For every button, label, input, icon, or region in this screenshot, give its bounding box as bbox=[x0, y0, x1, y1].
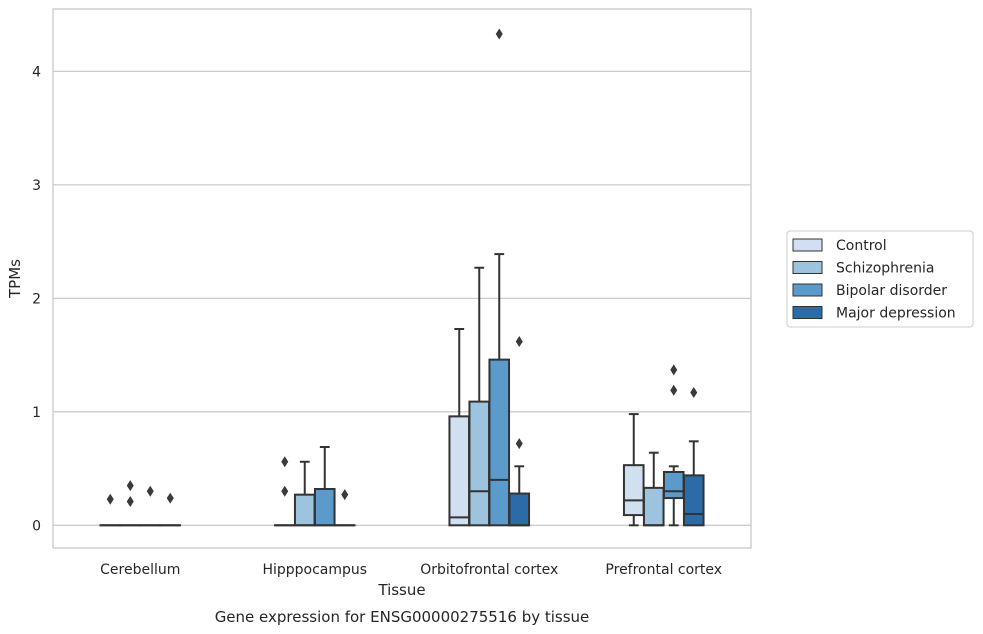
outlier-point bbox=[670, 384, 678, 396]
box-bipolar-disorder bbox=[313, 446, 336, 527]
outlier-point bbox=[166, 492, 174, 504]
outlier-point bbox=[515, 438, 523, 450]
plot-frame bbox=[52, 8, 752, 549]
box-bipolar-disorder bbox=[488, 28, 511, 527]
outlier-point bbox=[126, 480, 134, 492]
x-tick-label: Prefrontal cortex bbox=[605, 562, 722, 578]
y-axis-ticks: 0 1 2 3 4 bbox=[32, 64, 41, 534]
x-tick-label: Cerebellum bbox=[100, 562, 180, 578]
box-schizophrenia bbox=[468, 266, 491, 527]
y-tick-label: 4 bbox=[32, 64, 41, 80]
legend-label: Control bbox=[836, 238, 887, 254]
box-major-depression bbox=[159, 492, 182, 527]
outlier-point bbox=[670, 364, 678, 376]
legend: Control Schizophrenia Bipolar disorder Majo… bbox=[786, 230, 974, 328]
box-body bbox=[468, 400, 491, 527]
x-axis-label: Tissue bbox=[377, 581, 425, 599]
box-major-depression bbox=[508, 335, 531, 527]
legend-swatch bbox=[792, 261, 823, 274]
outlier-point bbox=[281, 456, 289, 468]
legend-label: Major depression bbox=[836, 306, 956, 322]
legend-swatch bbox=[792, 238, 823, 252]
outlier-point bbox=[495, 28, 503, 40]
box-body bbox=[662, 470, 685, 500]
box-body bbox=[642, 486, 665, 527]
box-schizophrenia bbox=[293, 460, 316, 527]
box-body bbox=[622, 464, 645, 517]
outlier-point bbox=[126, 495, 134, 507]
box-bipolar-disorder bbox=[662, 364, 685, 527]
outlier-point bbox=[341, 489, 349, 501]
y-axis-label: TPMs bbox=[6, 259, 24, 299]
box-control bbox=[99, 493, 122, 527]
box-body bbox=[293, 493, 316, 527]
legend-swatch bbox=[792, 283, 823, 297]
box-schizophrenia bbox=[119, 480, 142, 527]
box-control bbox=[448, 327, 471, 527]
outlier-point bbox=[146, 485, 154, 497]
box-body bbox=[488, 358, 511, 527]
y-tick-label: 0 bbox=[32, 518, 41, 534]
outlier-point bbox=[515, 335, 523, 347]
box-plot-marks bbox=[99, 28, 705, 527]
y-tick-label: 1 bbox=[32, 405, 41, 421]
legend-label: Schizophrenia bbox=[836, 261, 934, 277]
box-control bbox=[273, 456, 296, 527]
box-body bbox=[682, 474, 705, 527]
box-control bbox=[622, 413, 645, 527]
chart-title: Gene expression for ENSG00000275516 by t… bbox=[215, 608, 590, 626]
y-tick-label: 3 bbox=[32, 178, 41, 194]
box-body bbox=[313, 487, 336, 527]
legend-swatch bbox=[792, 306, 823, 319]
box-major-depression bbox=[333, 489, 356, 527]
box-bipolar-disorder bbox=[139, 485, 162, 527]
box-body bbox=[448, 415, 471, 527]
x-tick-label: Orbitofrontal cortex bbox=[420, 562, 558, 578]
box-major-depression bbox=[682, 387, 705, 527]
outlier-point bbox=[281, 485, 289, 497]
legend-frame bbox=[786, 230, 974, 328]
box-schizophrenia bbox=[642, 451, 665, 527]
box-body bbox=[508, 492, 531, 527]
gridlines bbox=[53, 70, 751, 526]
outlier-point bbox=[106, 493, 114, 505]
x-axis-ticks: Cerebellum Hipppocampus Orbitofrontal cort… bbox=[100, 562, 722, 578]
y-tick-label: 2 bbox=[32, 291, 41, 307]
outlier-point bbox=[690, 387, 698, 399]
x-tick-label: Hipppocampus bbox=[262, 562, 367, 578]
legend-label: Bipolar disorder bbox=[836, 283, 947, 299]
